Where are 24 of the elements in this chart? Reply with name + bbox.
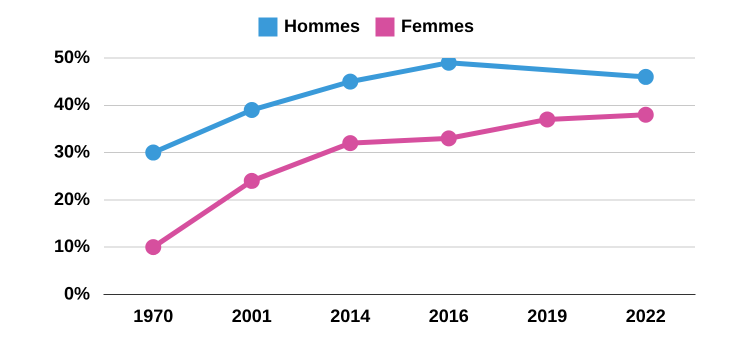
point xyxy=(440,130,457,146)
point xyxy=(638,68,654,85)
point xyxy=(244,172,260,189)
x-tick-label: 2022 xyxy=(626,306,666,326)
y-tick-label: 20% xyxy=(54,188,90,209)
legend-label: Hommes xyxy=(284,16,360,36)
point xyxy=(638,106,654,123)
point xyxy=(145,239,162,256)
point xyxy=(342,74,358,90)
y-tick-label: 0% xyxy=(64,283,90,304)
x-tick-label: 2001 xyxy=(232,306,272,326)
legend-label: Femmes xyxy=(400,16,474,36)
y-tick-label: 10% xyxy=(54,236,90,256)
y-tick-label: 30% xyxy=(54,142,90,162)
point xyxy=(244,102,260,118)
x-tick-label: 2014 xyxy=(330,306,370,326)
y-tick-label: 40% xyxy=(54,94,90,114)
x-tick-label: 2019 xyxy=(527,306,568,326)
point xyxy=(145,144,162,161)
y-tick-label: 50% xyxy=(54,46,90,67)
x-tick-label: 1970 xyxy=(133,306,174,326)
point xyxy=(539,111,556,128)
point xyxy=(342,135,358,152)
x-tick-label: 2016 xyxy=(428,306,469,326)
